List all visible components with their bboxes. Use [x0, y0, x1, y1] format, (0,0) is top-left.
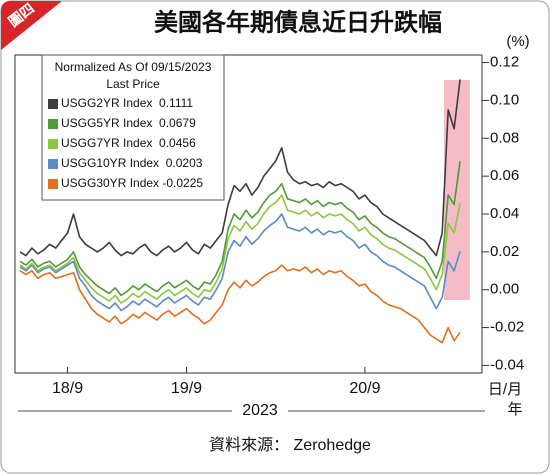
y-tick-label: 0.04: [490, 205, 519, 222]
legend-subtitle: Last Price: [106, 77, 160, 91]
y-unit: (%): [506, 33, 529, 50]
legend-swatch: [48, 99, 58, 109]
year: 2023: [242, 402, 278, 419]
legend-label: USGG5YR Index 0.0679: [61, 116, 196, 130]
legend-label: USGG7YR Index 0.0456: [61, 136, 196, 150]
legend-label: USGG10YR Index 0.0203: [61, 156, 203, 170]
legend-label: USGG30YR Index -0.0225: [61, 176, 203, 190]
series-line: [19, 213, 461, 312]
badge-bg: [1, 1, 62, 50]
x-unit: 日/月: [488, 381, 522, 398]
y-tick-label: 0.12: [490, 54, 519, 71]
series-line: [19, 194, 461, 304]
series-line: [19, 79, 461, 257]
x-tick-label: 19/9: [171, 380, 202, 397]
year-unit: 年: [507, 401, 522, 418]
y-tick-label: 0.02: [490, 243, 519, 260]
legend-swatch: [48, 119, 58, 129]
y-tick-label: 0.08: [490, 129, 519, 146]
series-line: [19, 161, 461, 297]
x-tick-label: 20/9: [349, 380, 380, 397]
plot: [19, 79, 461, 344]
legend-swatch: [48, 159, 58, 169]
legend-title: Normalized As Of 09/15/2023: [55, 60, 212, 74]
legend-box: [41, 54, 225, 201]
chart-title: 美國各年期債息近日升跌幅: [154, 8, 442, 36]
legend-swatch: [48, 139, 58, 149]
y-tick-label: -0.02: [490, 319, 524, 336]
series-line: [19, 264, 461, 344]
y-tick-label: -0.04: [490, 356, 524, 373]
y-tick-label: 0.10: [490, 91, 519, 108]
y-tick-label: 0.06: [490, 167, 519, 184]
source: 資料來源： Zerohedge: [209, 436, 371, 454]
x-tick-label: 18/9: [52, 380, 83, 397]
y-tick-label: 0.00: [490, 281, 519, 298]
legend-label: USGG2YR Index 0.1111: [61, 96, 193, 110]
legend-swatch: [48, 179, 58, 189]
year-bg: [232, 400, 288, 422]
